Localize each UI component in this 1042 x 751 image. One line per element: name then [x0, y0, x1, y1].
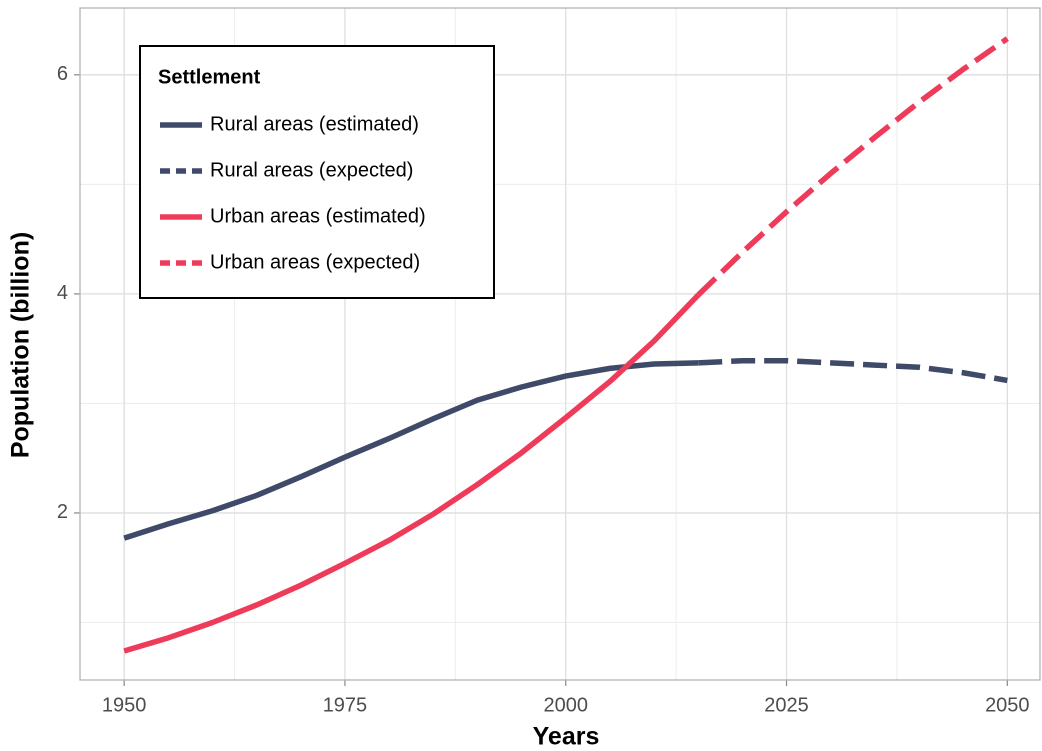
x-axis-title: Years: [533, 723, 600, 751]
series-line: [123, 293, 701, 654]
series-line: [123, 360, 699, 541]
y-tick-label: 4: [57, 282, 68, 304]
x-tick-label: 2025: [764, 694, 809, 716]
legend-label: Urban areas (expected): [210, 251, 420, 273]
legend: Settlement Rural areas (estimated) Rural a…: [139, 45, 495, 299]
x-tick-label: 2000: [543, 694, 588, 716]
plot-border: [79, 7, 1041, 681]
x-tick-label: 1950: [102, 694, 147, 716]
x-tick-label: 2050: [985, 694, 1030, 716]
y-axis-title: Population (billion): [7, 232, 35, 458]
legend-label: Urban areas (estimated): [210, 205, 426, 227]
y-tick-label: 2: [57, 501, 68, 523]
y-tick-label: 6: [57, 63, 68, 85]
series-line: [698, 357, 1008, 384]
legend-title: Settlement: [158, 66, 261, 88]
legend-label: Rural areas (expected): [210, 159, 413, 181]
series-line: [696, 36, 1009, 297]
legend-label: Rural areas (estimated): [210, 113, 419, 135]
x-tick-label: 1975: [323, 694, 368, 716]
